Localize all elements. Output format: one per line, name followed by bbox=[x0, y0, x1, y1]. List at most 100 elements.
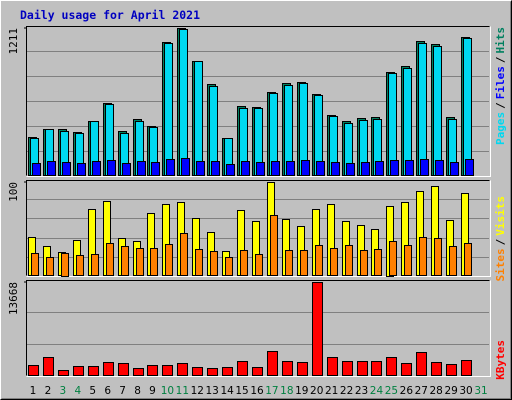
bar bbox=[137, 161, 146, 176]
x-tick-label: 7 bbox=[119, 385, 126, 397]
bar bbox=[331, 162, 340, 176]
bar bbox=[446, 364, 457, 376]
bar bbox=[177, 363, 188, 376]
x-tick-label: 19 bbox=[295, 385, 308, 397]
bar bbox=[121, 246, 129, 276]
x-tick-label: 5 bbox=[89, 385, 96, 397]
bar bbox=[374, 249, 382, 276]
bar bbox=[404, 245, 412, 276]
bar bbox=[91, 254, 99, 276]
x-tick-label: 31 bbox=[474, 385, 487, 397]
bar bbox=[449, 246, 457, 276]
bar bbox=[73, 366, 84, 376]
panel-shadow bbox=[26, 26, 490, 176]
chart-title: Daily usage for April 2021 bbox=[20, 8, 200, 22]
bar bbox=[165, 244, 173, 276]
x-tick-label: 20 bbox=[310, 385, 323, 397]
x-tick-label: 18 bbox=[280, 385, 293, 397]
bar bbox=[450, 162, 459, 176]
bar bbox=[463, 38, 472, 176]
bar bbox=[418, 43, 427, 176]
bar bbox=[58, 370, 69, 376]
bar bbox=[181, 158, 190, 176]
bar bbox=[179, 29, 188, 176]
bar bbox=[419, 237, 427, 276]
bar bbox=[301, 160, 310, 176]
bar bbox=[61, 253, 69, 277]
bar bbox=[255, 254, 263, 276]
x-tick-label: 9 bbox=[149, 385, 156, 397]
bar bbox=[271, 161, 280, 176]
bar bbox=[107, 160, 116, 176]
bar bbox=[405, 160, 414, 176]
bar bbox=[286, 161, 295, 176]
bar bbox=[327, 357, 338, 376]
bar bbox=[361, 162, 370, 176]
x-tick-label: 27 bbox=[415, 385, 428, 397]
x-tick-label: 11 bbox=[176, 385, 189, 397]
bar bbox=[390, 160, 399, 176]
x-tick-label: 10 bbox=[161, 385, 174, 397]
legend-separator: / bbox=[494, 238, 507, 245]
bar bbox=[241, 161, 250, 176]
bar bbox=[315, 245, 323, 276]
x-tick-label: 12 bbox=[191, 385, 204, 397]
y-tick-label: 13668 bbox=[7, 282, 20, 315]
legend-entry: KBytes bbox=[494, 340, 507, 380]
bar bbox=[401, 363, 412, 376]
bar bbox=[106, 243, 114, 276]
panel-shadow bbox=[26, 180, 490, 276]
legend-entry: Hits bbox=[494, 27, 507, 54]
bar bbox=[47, 161, 56, 176]
bar bbox=[416, 352, 427, 376]
bar bbox=[207, 368, 218, 376]
bar bbox=[92, 161, 101, 176]
bar bbox=[300, 250, 308, 276]
panel-light bbox=[26, 180, 491, 277]
x-tick-label: 15 bbox=[235, 385, 248, 397]
x-tick-label: 6 bbox=[104, 385, 111, 397]
bar bbox=[403, 68, 412, 176]
bar bbox=[62, 162, 71, 176]
panel-shadow bbox=[26, 280, 490, 376]
bar bbox=[196, 161, 205, 176]
bar bbox=[270, 215, 278, 276]
bar bbox=[77, 163, 86, 176]
bar bbox=[431, 362, 442, 376]
bar bbox=[434, 238, 442, 276]
bar bbox=[164, 43, 173, 176]
bar bbox=[162, 365, 173, 376]
bar bbox=[435, 160, 444, 176]
bar bbox=[211, 161, 220, 176]
panel-light bbox=[26, 26, 491, 177]
bar bbox=[420, 159, 429, 176]
bar bbox=[256, 162, 265, 176]
bar bbox=[461, 360, 472, 376]
x-tick-label: 13 bbox=[206, 385, 219, 397]
bar bbox=[297, 362, 308, 376]
bar bbox=[32, 163, 41, 176]
legend-separator: / bbox=[494, 102, 507, 109]
x-tick-label: 4 bbox=[74, 385, 81, 397]
legend-entry: Files bbox=[494, 66, 507, 99]
bar bbox=[192, 367, 203, 376]
x-tick-label: 3 bbox=[60, 385, 67, 397]
bar bbox=[285, 250, 293, 276]
legend: KBytes bbox=[494, 340, 507, 380]
bar bbox=[88, 366, 99, 376]
bar bbox=[225, 257, 233, 276]
x-tick-label: 2 bbox=[45, 385, 52, 397]
bar bbox=[150, 248, 158, 276]
bar bbox=[252, 367, 263, 376]
bar bbox=[371, 361, 382, 376]
y-tick-label: 1211 bbox=[7, 28, 20, 55]
bar bbox=[346, 163, 355, 176]
legend: Sites / Visits bbox=[494, 196, 507, 282]
bar bbox=[122, 163, 131, 176]
x-tick-label: 29 bbox=[444, 385, 457, 397]
x-tick-label: 16 bbox=[250, 385, 264, 397]
